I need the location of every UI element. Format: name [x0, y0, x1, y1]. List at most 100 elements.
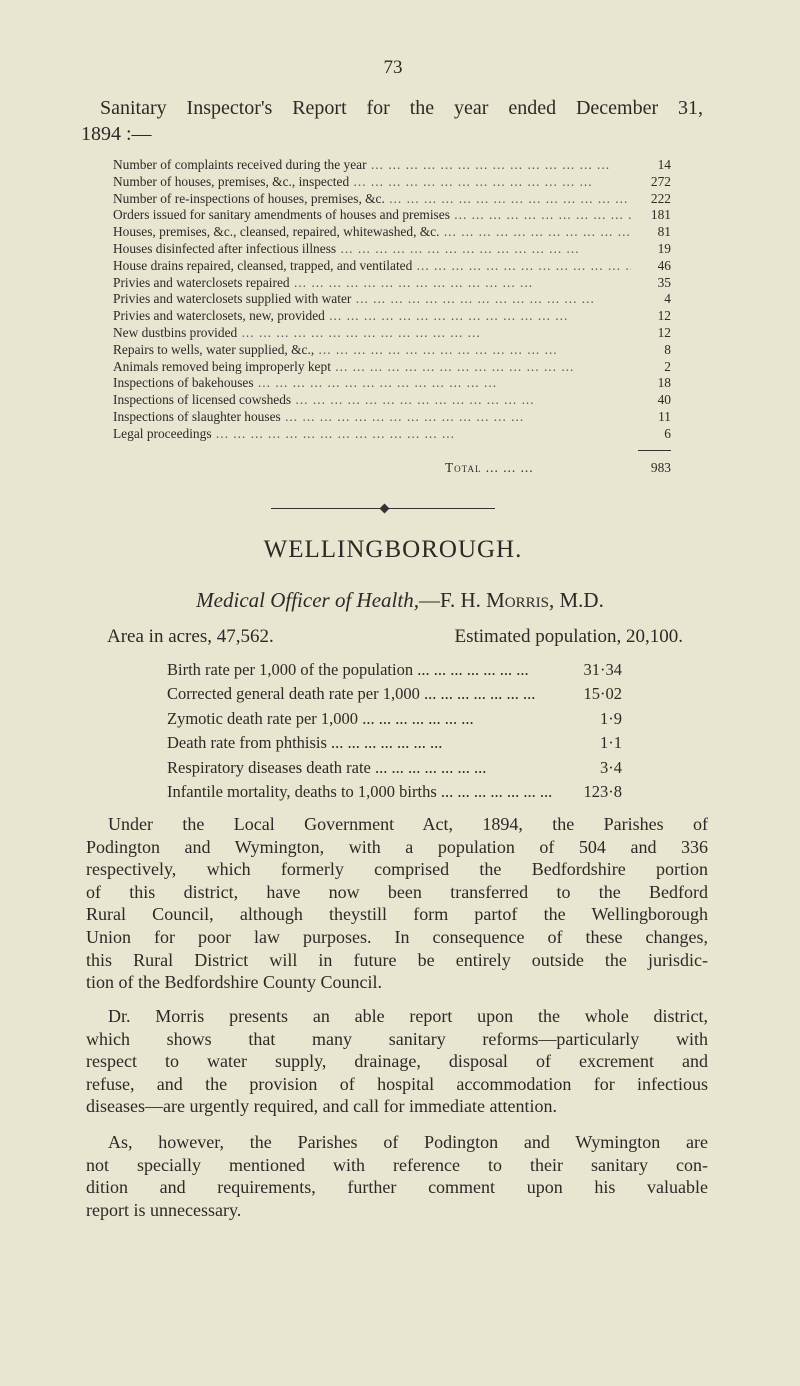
- row-label: Number of complaints received during the…: [113, 157, 631, 174]
- paragraph-line: of this district, have now been transfer…: [86, 881, 708, 902]
- row-value: 40: [657, 392, 671, 408]
- row-value: 4: [664, 291, 671, 307]
- stat-value: 1·9: [600, 708, 622, 728]
- table-row: New dustbins provided 12: [113, 325, 671, 342]
- table-row: Animals removed being improperly kept 2: [113, 359, 671, 376]
- total-rule: [638, 450, 671, 451]
- row-value: 81: [657, 224, 671, 240]
- row-label: Inspections of licensed cowsheds: [113, 392, 631, 409]
- paragraph-line: which shows that many sanitary reforms—p…: [86, 1028, 708, 1049]
- table-row: Inspections of licensed cowsheds 40: [113, 392, 671, 409]
- table-row: Number of re-inspections of houses, prem…: [113, 191, 671, 208]
- row-value: 181: [650, 207, 671, 223]
- row-label: Privies and waterclosets supplied with w…: [113, 291, 631, 308]
- stat-label: Respiratory diseases death rate: [167, 756, 562, 780]
- area-population-line: Area in acres, 47,562. Estimated populat…: [107, 625, 683, 649]
- stat-row: Corrected general death rate per 1,000 15…: [167, 682, 622, 706]
- table-row: Houses, premises, &c., cleansed, repaire…: [113, 224, 671, 241]
- inspector-table: Number of complaints received during the…: [113, 157, 671, 443]
- row-label: Repairs to wells, water supplied, &c.,: [113, 342, 631, 359]
- row-value: 272: [650, 173, 671, 189]
- medical-officer-line: Medical Officer of Health,—F. H. Morris,…: [0, 587, 800, 613]
- row-value: 19: [657, 240, 671, 256]
- stat-row: Birth rate per 1,000 of the population 31…: [167, 658, 622, 682]
- stat-value: 1·1: [600, 733, 622, 753]
- paragraph-line: report is unnecessary.: [86, 1199, 242, 1220]
- row-label: Houses, premises, &c., cleansed, repaire…: [113, 224, 631, 241]
- total-value: 983: [650, 460, 671, 475]
- table-row: Legal proceedings 6: [113, 426, 671, 443]
- paragraph-line: dition and requirements, further comment…: [86, 1177, 708, 1198]
- row-value: 46: [657, 257, 671, 273]
- paragraph-line: respectively, which formerly comprised t…: [86, 859, 708, 880]
- table-row: Repairs to wells, water supplied, &c., 8: [113, 342, 671, 359]
- medical-officer-prefix: —F. H.: [418, 588, 487, 612]
- vital-statistics: Birth rate per 1,000 of the population 31…: [167, 658, 622, 804]
- table-row: Privies and waterclosets repaired 35: [113, 275, 671, 292]
- total-label: Total: [445, 459, 651, 476]
- medical-officer-name: Morris, M.D.: [486, 588, 604, 612]
- table-row: House drains repaired, cleansed, trapped…: [113, 258, 671, 275]
- stat-label: Corrected general death rate per 1,000: [167, 682, 562, 706]
- row-value: 14: [657, 157, 671, 172]
- row-label: Animals removed being improperly kept: [113, 359, 631, 376]
- row-value: 35: [657, 274, 671, 290]
- row-label: House drains repaired, cleansed, trapped…: [113, 258, 631, 275]
- stat-value: 123·8: [583, 781, 623, 801]
- table-row: Orders issued for sanitary amendments of…: [113, 207, 671, 224]
- paragraph-line: tion of the Bedfordshire County Council.: [86, 972, 382, 993]
- row-label: Privies and waterclosets, new, provided: [113, 308, 631, 325]
- row-label: Privies and waterclosets repaired: [113, 275, 631, 292]
- row-value: 12: [657, 308, 671, 324]
- stat-row: Death rate from phthisis 1·1: [167, 731, 622, 755]
- paragraph-dr-morris-report: Dr. Morris presents an able report upon …: [86, 1005, 708, 1118]
- paragraph-line: diseases—are urgently required, and call…: [86, 1096, 557, 1117]
- row-label: Inspections of bakehouses: [113, 375, 631, 392]
- paragraph-line: refuse, and the provision of hospital ac…: [86, 1073, 708, 1094]
- medical-officer-label: Medical Officer of Health,: [196, 588, 419, 612]
- diamond-ornament-icon: [379, 503, 390, 514]
- population-text: Estimated population, 20,100.: [454, 626, 683, 647]
- table-row: Privies and waterclosets, new, provided 1…: [113, 308, 671, 325]
- paragraph-line: As, however, the Parishes of Podington a…: [108, 1132, 708, 1152]
- row-label: Orders issued for sanitary amendments of…: [113, 207, 631, 224]
- stat-row: Respiratory diseases death rate 3·4: [167, 756, 622, 780]
- paragraph-line: Under the Local Government Act, 1894, th…: [108, 814, 708, 834]
- stat-value: 3·4: [600, 757, 622, 777]
- stat-label: Death rate from phthisis: [167, 731, 562, 755]
- paragraph-parishes-comment: As, however, the Parishes of Podington a…: [86, 1131, 708, 1221]
- paragraph-local-government-act: Under the Local Government Act, 1894, th…: [86, 813, 708, 994]
- report-title-continuation: 1894 :—: [81, 123, 152, 145]
- table-row: Inspections of slaughter houses 11: [113, 409, 671, 426]
- row-value: 11: [658, 408, 671, 424]
- area-text: Area in acres, 47,562.: [107, 626, 274, 647]
- stat-label: Zymotic death rate per 1,000: [167, 707, 562, 731]
- paragraph-line: Dr. Morris presents an able report upon …: [108, 1006, 708, 1026]
- row-value: 8: [664, 341, 671, 357]
- row-label: Houses disinfected after infectious illn…: [113, 241, 631, 258]
- stat-row: Infantile mortality, deaths to 1,000 bir…: [167, 780, 622, 804]
- table-row: Number of houses, premises, &c., inspect…: [113, 174, 671, 191]
- row-label: Number of re-inspections of houses, prem…: [113, 191, 631, 208]
- table-row: Privies and waterclosets supplied with w…: [113, 291, 671, 308]
- stat-label: Infantile mortality, deaths to 1,000 bir…: [167, 780, 562, 804]
- paragraph-line: Union for poor law purposes. In conseque…: [86, 926, 708, 947]
- report-title: Sanitary Inspector's Report for the year…: [100, 97, 703, 119]
- paragraph-line: respect to water supply, drainage, dispo…: [86, 1051, 708, 1072]
- paragraph-line: this Rural District will in future be en…: [86, 949, 708, 970]
- row-value: 12: [657, 324, 671, 340]
- row-label: Legal proceedings: [113, 426, 631, 443]
- row-label: New dustbins provided: [113, 325, 631, 342]
- stat-value: 31·34: [583, 660, 623, 679]
- table-row: Houses disinfected after infectious illn…: [113, 241, 671, 258]
- paragraph-line: Podington and Wymington, with a populati…: [86, 836, 708, 857]
- stat-row: Zymotic death rate per 1,000 1·9: [167, 707, 622, 731]
- row-value: 6: [664, 425, 671, 441]
- paragraph-line: Rural Council, although theystill form p…: [86, 904, 708, 925]
- row-label: Inspections of slaughter houses: [113, 409, 631, 426]
- district-heading: WELLINGBOROUGH.: [263, 536, 523, 563]
- row-value: 222: [650, 190, 671, 206]
- row-value: 18: [657, 375, 671, 391]
- total-row: Total 983: [445, 459, 671, 476]
- row-value: 2: [664, 358, 671, 374]
